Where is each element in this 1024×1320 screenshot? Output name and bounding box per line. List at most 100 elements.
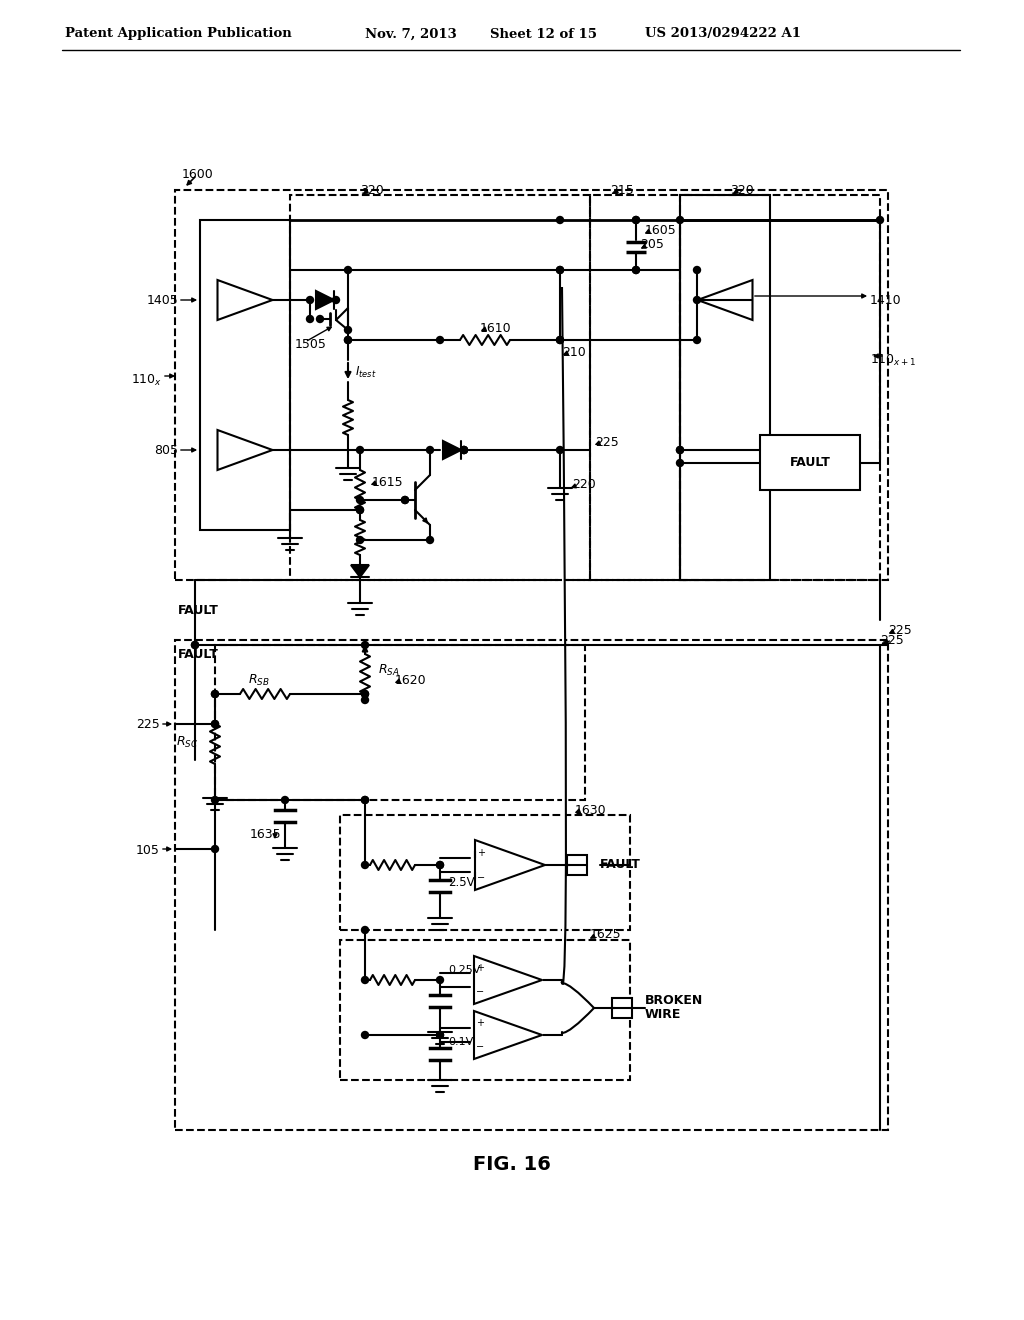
- Text: WIRE: WIRE: [645, 1008, 681, 1022]
- Text: $R_{SA}$: $R_{SA}$: [378, 663, 399, 677]
- Circle shape: [361, 690, 369, 697]
- Text: 320: 320: [730, 183, 754, 197]
- Text: −: −: [477, 873, 485, 883]
- Bar: [200, 220, 290, 531]
- Text: US 2013/0294222 A1: US 2013/0294222 A1: [645, 28, 801, 41]
- Text: +: +: [477, 847, 485, 858]
- Circle shape: [436, 977, 443, 983]
- Bar: [175, 190, 888, 579]
- Polygon shape: [351, 565, 369, 577]
- Text: Sheet 12 of 15: Sheet 12 of 15: [490, 28, 597, 41]
- Circle shape: [356, 507, 364, 513]
- Text: $R_{SC}$: $R_{SC}$: [176, 734, 198, 750]
- Bar: [567, 855, 587, 875]
- Text: 1405: 1405: [146, 293, 178, 306]
- Circle shape: [212, 690, 218, 697]
- Circle shape: [436, 1031, 443, 1039]
- Text: +: +: [476, 964, 484, 973]
- Circle shape: [461, 446, 468, 454]
- Circle shape: [401, 496, 409, 503]
- Circle shape: [461, 446, 468, 454]
- Text: 1610: 1610: [480, 322, 512, 334]
- Text: 0.25V: 0.25V: [449, 965, 480, 975]
- Circle shape: [212, 721, 218, 727]
- Circle shape: [633, 267, 640, 273]
- Text: FAULT: FAULT: [178, 603, 219, 616]
- Text: +: +: [476, 1018, 484, 1028]
- Text: 1620: 1620: [395, 673, 427, 686]
- Circle shape: [693, 267, 700, 273]
- Text: Nov. 7, 2013: Nov. 7, 2013: [365, 28, 457, 41]
- Circle shape: [436, 862, 443, 869]
- Circle shape: [361, 796, 369, 804]
- Circle shape: [693, 337, 700, 343]
- Circle shape: [677, 446, 683, 454]
- Circle shape: [356, 536, 364, 544]
- Text: 1410: 1410: [870, 293, 901, 306]
- Text: 215: 215: [610, 183, 634, 197]
- Circle shape: [361, 862, 369, 869]
- Bar: [680, 195, 880, 579]
- Circle shape: [361, 690, 369, 697]
- Circle shape: [633, 267, 640, 273]
- Circle shape: [556, 216, 563, 223]
- Circle shape: [361, 697, 369, 704]
- Text: Patent Application Publication: Patent Application Publication: [65, 28, 292, 41]
- Circle shape: [361, 927, 369, 933]
- Text: −: −: [476, 1041, 484, 1052]
- Text: 1615: 1615: [372, 475, 403, 488]
- Circle shape: [191, 642, 199, 648]
- Text: 1625: 1625: [590, 928, 622, 941]
- Circle shape: [356, 507, 364, 513]
- Text: 2.5V: 2.5V: [449, 876, 475, 890]
- Circle shape: [306, 315, 313, 322]
- Bar: [340, 940, 630, 1080]
- Text: 205: 205: [640, 239, 664, 252]
- Circle shape: [212, 796, 218, 804]
- Circle shape: [361, 796, 369, 804]
- Text: 1505: 1505: [295, 338, 327, 351]
- Circle shape: [212, 690, 218, 697]
- Circle shape: [556, 267, 563, 273]
- Circle shape: [306, 297, 313, 304]
- Text: 805: 805: [154, 444, 178, 457]
- Text: 220: 220: [572, 479, 596, 491]
- Circle shape: [344, 337, 351, 343]
- Circle shape: [356, 446, 364, 454]
- Text: 225: 225: [880, 634, 904, 647]
- Polygon shape: [316, 290, 334, 309]
- Text: 0.1V: 0.1V: [449, 1038, 473, 1047]
- Circle shape: [677, 446, 683, 454]
- Circle shape: [461, 446, 468, 454]
- Text: FAULT: FAULT: [790, 457, 830, 470]
- Text: FAULT: FAULT: [600, 858, 641, 871]
- Circle shape: [344, 267, 351, 273]
- Bar: [590, 195, 690, 579]
- Circle shape: [633, 216, 640, 223]
- Text: $110_x$: $110_x$: [131, 372, 162, 388]
- Circle shape: [191, 642, 199, 648]
- Bar: [760, 436, 860, 490]
- Text: FAULT: FAULT: [178, 648, 219, 661]
- Circle shape: [212, 846, 218, 853]
- Text: 225: 225: [595, 436, 618, 449]
- Circle shape: [344, 326, 351, 334]
- Text: $R_{SB}$: $R_{SB}$: [248, 672, 269, 688]
- Text: 210: 210: [562, 346, 586, 359]
- Text: 225: 225: [888, 623, 911, 636]
- Circle shape: [556, 337, 563, 343]
- Circle shape: [556, 337, 563, 343]
- Circle shape: [436, 862, 443, 869]
- Circle shape: [401, 496, 409, 503]
- Circle shape: [356, 496, 364, 503]
- Text: 1605: 1605: [645, 223, 677, 236]
- Text: FIG. 16: FIG. 16: [473, 1155, 551, 1175]
- Bar: [175, 640, 888, 1130]
- Bar: [680, 195, 770, 579]
- Circle shape: [427, 446, 433, 454]
- Circle shape: [877, 216, 884, 223]
- Circle shape: [677, 216, 683, 223]
- Circle shape: [316, 315, 324, 322]
- PathPatch shape: [562, 983, 594, 1034]
- Circle shape: [361, 977, 369, 983]
